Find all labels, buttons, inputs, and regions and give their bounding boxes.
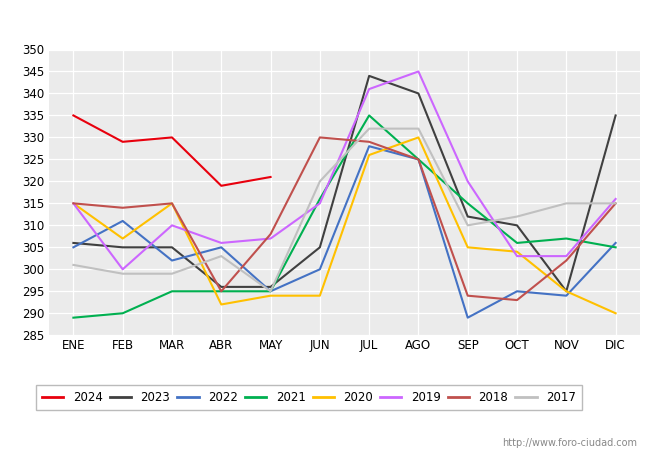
Text: Afiliados en Les a 31/5/2024: Afiliados en Les a 31/5/2024 (198, 14, 452, 33)
Text: http://www.foro-ciudad.com: http://www.foro-ciudad.com (502, 438, 637, 448)
Legend: 2024, 2023, 2022, 2021, 2020, 2019, 2018, 2017: 2024, 2023, 2022, 2021, 2020, 2019, 2018… (36, 386, 582, 410)
